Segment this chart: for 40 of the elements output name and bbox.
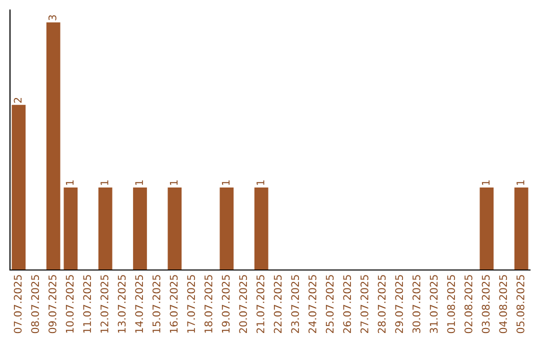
x-tick-label: 23.07.2025: [291, 275, 300, 334]
x-tick-label: 16.07.2025: [170, 275, 178, 333]
x-tick-label: 29.07.2025: [395, 275, 404, 334]
x-tick-label: 26.07.2025: [343, 275, 352, 334]
x-tick-label: 28.07.2025: [378, 275, 386, 334]
data-label: 1: [222, 180, 230, 185]
x-tick-label: 07.07.2025: [14, 275, 22, 334]
x-tick-label: 21.07.2025: [256, 275, 264, 334]
x-tick-label: 30.07.2025: [412, 275, 420, 334]
x-tick-label: 31.07.2025: [430, 275, 438, 334]
data-label: 2: [14, 98, 22, 103]
x-tick-label: 22.07.2025: [274, 275, 282, 334]
x-tick-label: 05.08.2025: [516, 275, 524, 334]
x-tick-label: 12.07.2025: [100, 275, 108, 333]
x-tick-label: 15.07.2025: [152, 275, 160, 333]
x-tick-label: 19.07.2025: [222, 275, 230, 333]
data-label: 1: [516, 180, 524, 185]
x-tick-label: 10.07.2025: [66, 275, 74, 333]
x-tick-label: 18.07.2025: [204, 275, 212, 333]
x-tick-label: 08.07.2025: [31, 275, 40, 334]
x-tick-label: 25.07.2025: [326, 275, 334, 334]
x-tick-label: 04.08.2025: [499, 275, 508, 334]
x-tick-label: 27.07.2025: [360, 275, 368, 334]
x-tick-label: 11.07.2025: [83, 275, 92, 333]
data-label: 1: [482, 180, 490, 185]
x-tick-label: 14.07.2025: [135, 275, 144, 333]
data-label: 1: [135, 180, 143, 185]
data-label: 1: [170, 180, 178, 185]
data-label: 1: [100, 180, 108, 185]
x-tick-label: 01.08.2025: [447, 275, 456, 334]
x-tick-label: 02.08.2025: [464, 275, 472, 334]
x-tick-label: 03.08.2025: [482, 275, 490, 334]
x-tick-label: 20.07.2025: [239, 275, 248, 334]
x-tick-label: 17.07.2025: [187, 275, 196, 333]
x-tick-label: 09.07.2025: [48, 275, 56, 334]
data-label: 1: [66, 180, 74, 185]
data-label: 3: [48, 15, 56, 20]
x-tick-label: 13.07.2025: [118, 275, 126, 333]
data-label: 1: [256, 180, 264, 185]
x-tick-label: 24.07.2025: [308, 275, 316, 334]
